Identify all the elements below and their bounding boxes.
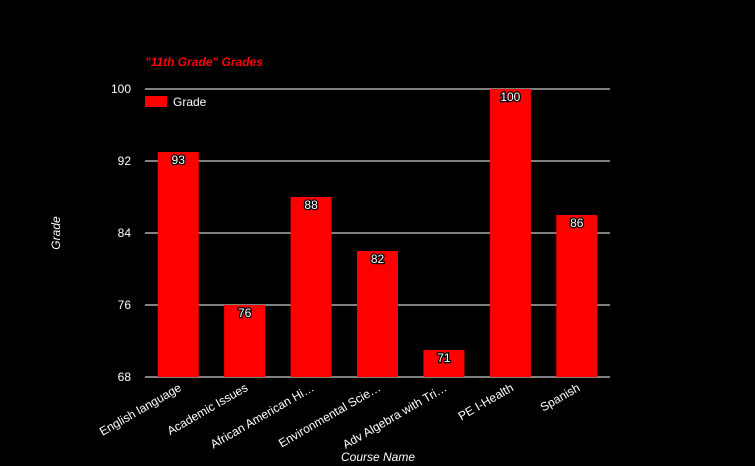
data-label: 93 [172, 153, 186, 167]
x-axis-title: Course Name [341, 450, 415, 464]
bar [290, 197, 332, 377]
bar [556, 215, 598, 377]
y-tick-label: 84 [118, 226, 132, 240]
data-label: 82 [371, 252, 385, 266]
y-axis-title: Grade [49, 216, 63, 250]
data-label: 76 [238, 306, 252, 320]
bar [357, 251, 398, 377]
data-label: 86 [570, 216, 584, 230]
bar [489, 89, 531, 377]
gridlines [145, 88, 610, 378]
data-label: 100 [500, 90, 520, 104]
y-axis-ticks: 68 76 84 92 100 [111, 82, 131, 384]
bar [157, 152, 199, 377]
x-tick-label: Spanish [538, 380, 583, 414]
bars [157, 89, 598, 377]
y-tick-label: 76 [118, 298, 132, 312]
bar [423, 350, 465, 377]
x-tick-label: PE I-Health [456, 380, 516, 423]
legend-swatch [145, 96, 167, 107]
y-tick-label: 68 [118, 370, 132, 384]
y-tick-label: 92 [118, 154, 132, 168]
chart-title: "11th Grade" Grades [145, 55, 263, 69]
data-label: 71 [437, 351, 451, 365]
legend-label: Grade [173, 95, 207, 109]
data-labels: 93 76 88 82 71 100 86 [170, 89, 585, 367]
bar [224, 305, 266, 377]
y-tick-label: 100 [111, 82, 131, 96]
data-label: 88 [304, 198, 318, 212]
legend: Grade [145, 95, 207, 109]
